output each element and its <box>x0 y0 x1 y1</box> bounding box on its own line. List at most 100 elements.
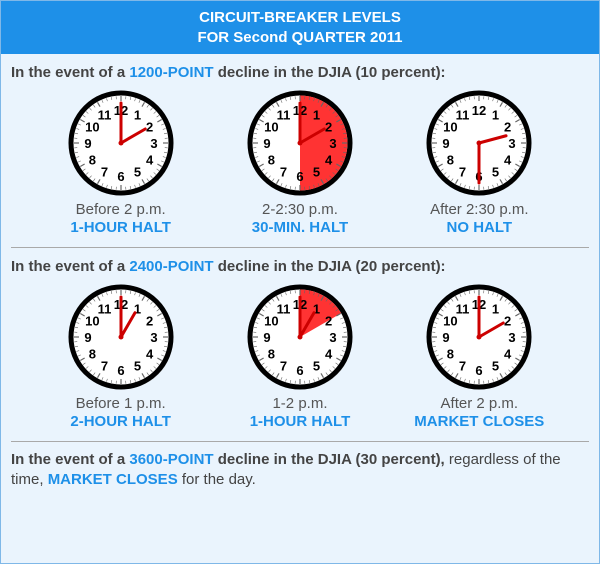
clock-numeral: 5 <box>134 359 141 374</box>
clock-numeral: 8 <box>88 347 95 362</box>
scenario-heading-post: decline in the DJIA (20 percent): <box>213 258 446 275</box>
clock-center <box>118 334 124 340</box>
clock-numeral: 6 <box>117 169 124 184</box>
clock-numeral: 11 <box>277 107 291 122</box>
clock-cell: 121234567891011 2-2:30 p.m. 30-MIN. HALT <box>215 88 385 237</box>
clock-numeral: 4 <box>504 347 512 362</box>
time-label: After 2 p.m. <box>440 395 519 412</box>
clock-numeral: 2 <box>325 120 332 135</box>
clock-numeral: 10 <box>85 120 99 135</box>
clock-numeral: 1 <box>313 301 320 316</box>
clock-numeral: 11 <box>97 301 111 316</box>
halt-label: MARKET CLOSES <box>414 413 545 430</box>
clock-row: 121234567891011 Before 2 p.m. 1-HOUR HAL… <box>11 88 589 237</box>
clock-numeral: 2 <box>325 314 332 329</box>
scenario-points: 1200-POINT <box>129 64 214 81</box>
clock-numeral: 9 <box>84 136 91 151</box>
clock-numeral: 11 <box>97 107 111 122</box>
footer-points: 3600-POINT <box>129 451 214 468</box>
clock-numeral: 4 <box>325 347 333 362</box>
hour-hand <box>477 134 508 145</box>
clock-icon: 121234567891011 <box>68 284 174 390</box>
halt-label: 1-HOUR HALT <box>70 219 171 236</box>
clock-numeral: 6 <box>476 363 483 378</box>
clock-numeral: 5 <box>492 359 499 374</box>
halt-label: 30-MIN. HALT <box>251 219 349 236</box>
clock-numeral: 2 <box>146 314 153 329</box>
clock-numeral: 8 <box>447 347 454 362</box>
clock-cell: 121234567891011 After 2 p.m. MARKET CLOS… <box>394 282 564 431</box>
clock-numeral: 9 <box>84 330 91 345</box>
clock-numeral: 10 <box>264 120 278 135</box>
clock-icon: 121234567891011 <box>247 284 353 390</box>
clock-numeral: 4 <box>325 153 333 168</box>
clock-numeral: 3 <box>329 136 336 151</box>
clock-numeral: 2 <box>146 120 153 135</box>
clock-numeral: 7 <box>459 359 466 374</box>
clock-numeral: 11 <box>277 301 291 316</box>
clock-center <box>297 140 303 146</box>
clock-cell: 121234567891011 Before 1 p.m. 2-HOUR HAL… <box>36 282 206 431</box>
clock-numeral: 1 <box>492 107 499 122</box>
scenario-3600: In the event of a 3600-POINT decline in … <box>1 450 599 490</box>
hour-hand <box>119 311 137 339</box>
divider <box>11 441 589 442</box>
scenario-points: 2400-POINT <box>129 258 214 275</box>
clock-numeral: 8 <box>447 153 454 168</box>
clock-numeral: 2 <box>504 120 511 135</box>
scenario-2400: In the event of a 2400-POINT decline in … <box>1 256 599 442</box>
scenario-1200: In the event of a 1200-POINT decline in … <box>1 62 599 248</box>
halt-label: 2-HOUR HALT <box>70 413 171 430</box>
clock-numeral: 11 <box>456 107 470 122</box>
clock-numeral: 9 <box>443 136 450 151</box>
header-subtitle: FOR Second QUARTER 2011 <box>197 29 403 46</box>
clock-numeral: 9 <box>443 330 450 345</box>
clock-center <box>118 140 124 146</box>
clock-numeral: 3 <box>509 330 516 345</box>
hour-hand <box>477 321 506 339</box>
clock-numeral: 5 <box>134 165 141 180</box>
header: CIRCUIT-BREAKER LEVELS FOR Second QUARTE… <box>1 1 599 54</box>
clock-numeral: 9 <box>263 330 270 345</box>
clock-numeral: 7 <box>280 165 287 180</box>
clock-numeral: 3 <box>150 330 157 345</box>
time-label: Before 1 p.m. <box>75 395 166 412</box>
clock-numeral: 1 <box>134 107 141 122</box>
clock-icon: 121234567891011 <box>426 284 532 390</box>
time-label: 2-2:30 p.m. <box>262 201 338 218</box>
footer-text: In the event of a 3600-POINT decline in … <box>11 450 589 490</box>
clock-row: 121234567891011 Before 1 p.m. 2-HOUR HAL… <box>11 282 589 431</box>
clock-numeral: 7 <box>101 165 108 180</box>
clock-center <box>476 140 482 146</box>
clock-numeral: 1 <box>134 301 141 316</box>
clock-numeral: 5 <box>313 165 320 180</box>
clock-numeral: 3 <box>150 136 157 151</box>
scenario-heading: In the event of a 1200-POINT decline in … <box>11 62 589 84</box>
clock-numeral: 7 <box>459 165 466 180</box>
shaded-halt-wedge <box>299 289 342 337</box>
clock-numeral: 10 <box>443 120 457 135</box>
hour-hand <box>298 311 316 339</box>
clock-numeral: 10 <box>264 314 278 329</box>
footer-market-closes: MARKET CLOSES <box>47 471 178 488</box>
clock-center <box>297 334 303 340</box>
clock-numeral: 8 <box>268 153 275 168</box>
hour-hand <box>298 127 326 145</box>
footer-pre: In the event of a <box>11 451 130 468</box>
halt-label: 1-HOUR HALT <box>249 413 351 430</box>
clock-cell: 121234567891011 After 2:30 p.m. NO HALT <box>394 88 564 237</box>
clock-numeral: 9 <box>263 136 270 151</box>
clock-numeral: 2 <box>504 314 511 329</box>
clock-numeral: 6 <box>117 363 124 378</box>
clock-numeral: 7 <box>280 359 287 374</box>
clock-numeral: 12 <box>472 103 486 118</box>
shaded-halt-wedge <box>299 95 348 191</box>
clock-numeral: 3 <box>509 136 516 151</box>
clock-numeral: 6 <box>296 169 303 184</box>
clock-cell: 121234567891011 Before 2 p.m. 1-HOUR HAL… <box>36 88 206 237</box>
header-title: CIRCUIT-BREAKER LEVELS <box>199 9 401 26</box>
clock-numeral: 11 <box>456 301 470 316</box>
clock-numeral: 1 <box>492 301 499 316</box>
scenario-heading-pre: In the event of a <box>11 64 130 81</box>
